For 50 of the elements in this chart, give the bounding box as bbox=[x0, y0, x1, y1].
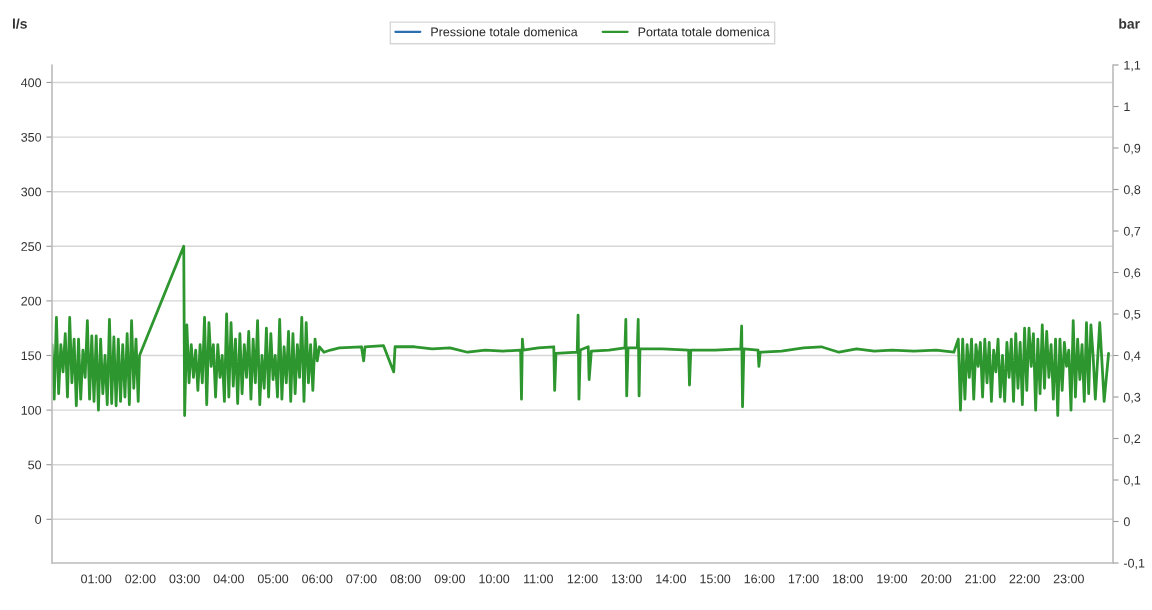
x-tick-label: 07:00 bbox=[346, 574, 377, 584]
y-tick-label: 0 bbox=[35, 515, 42, 524]
x-tick-label: 05:00 bbox=[257, 574, 289, 584]
line-series bbox=[52, 244, 1110, 417]
y-tick-label: 100 bbox=[21, 405, 42, 415]
y-tick-label: 300 bbox=[21, 187, 42, 197]
x-tick-label: 13:00 bbox=[612, 574, 642, 584]
x-tick-label: 03:00 bbox=[169, 574, 200, 584]
x-tick-label: 08:00 bbox=[390, 574, 421, 584]
x-tick-label: 15:00 bbox=[700, 574, 731, 584]
y2-axis-title: bar bbox=[1119, 18, 1140, 29]
y-tick-label: 250 bbox=[21, 242, 42, 251]
x-tick-label: 23:00 bbox=[1053, 574, 1084, 584]
y2-tick-label: 1 bbox=[1124, 102, 1130, 112]
y-tick-label: 400 bbox=[21, 78, 42, 88]
y-tick-label: 350 bbox=[21, 132, 42, 142]
legend-label: Pressione totale domenica bbox=[431, 27, 578, 37]
x-tick-label: 11:00 bbox=[524, 574, 553, 584]
x-tick-label: 17:00 bbox=[788, 574, 819, 584]
y2-tick-label: 0,9 bbox=[1123, 143, 1141, 155]
y-tick-label: 150 bbox=[21, 351, 42, 361]
y2-tick-label: 0,7 bbox=[1123, 226, 1141, 238]
y2-tick-label: 0,5 bbox=[1123, 309, 1141, 321]
x-tick-label: 02:00 bbox=[125, 574, 156, 584]
y2-tick-label: 0,1 bbox=[1123, 475, 1141, 487]
x-tick-label: 22:00 bbox=[1009, 574, 1040, 584]
y-tick-label: 50 bbox=[28, 460, 42, 470]
y2-tick-label: 0,8 bbox=[1123, 185, 1141, 196]
x-tick-label: 19:00 bbox=[877, 574, 908, 584]
y2-tick-label: 0,3 bbox=[1123, 392, 1141, 404]
y2-tick-label: -0,1 bbox=[1123, 558, 1145, 570]
x-tick-label: 14:00 bbox=[656, 574, 687, 584]
y2-tick-label: 0 bbox=[1123, 517, 1130, 527]
x-tick-label: 18:00 bbox=[833, 574, 863, 584]
x-tick-label: 10:00 bbox=[479, 574, 510, 584]
legend-label: Portata totale domenica bbox=[638, 27, 770, 37]
x-tick-label: 01:00 bbox=[81, 574, 112, 584]
x-tick-label: 16:00 bbox=[744, 574, 775, 584]
y-tick-label: 200 bbox=[21, 296, 42, 306]
x-tick-label: 21:00 bbox=[965, 574, 996, 584]
y2-tick-label: 0,6 bbox=[1123, 268, 1141, 279]
x-tick-label: 04:00 bbox=[213, 574, 244, 584]
x-tick-label: 12:00 bbox=[567, 574, 598, 584]
x-tick-label: 06:00 bbox=[302, 574, 333, 584]
y2-tick-label: 0,2 bbox=[1123, 434, 1141, 445]
x-tick-label: 20:00 bbox=[921, 574, 952, 584]
y2-tick-label: 1,1 bbox=[1124, 60, 1141, 72]
y-axis-title: l/s bbox=[12, 18, 27, 29]
x-tick-label: 09:00 bbox=[434, 574, 466, 584]
y2-tick-label: 0,4 bbox=[1123, 351, 1141, 362]
